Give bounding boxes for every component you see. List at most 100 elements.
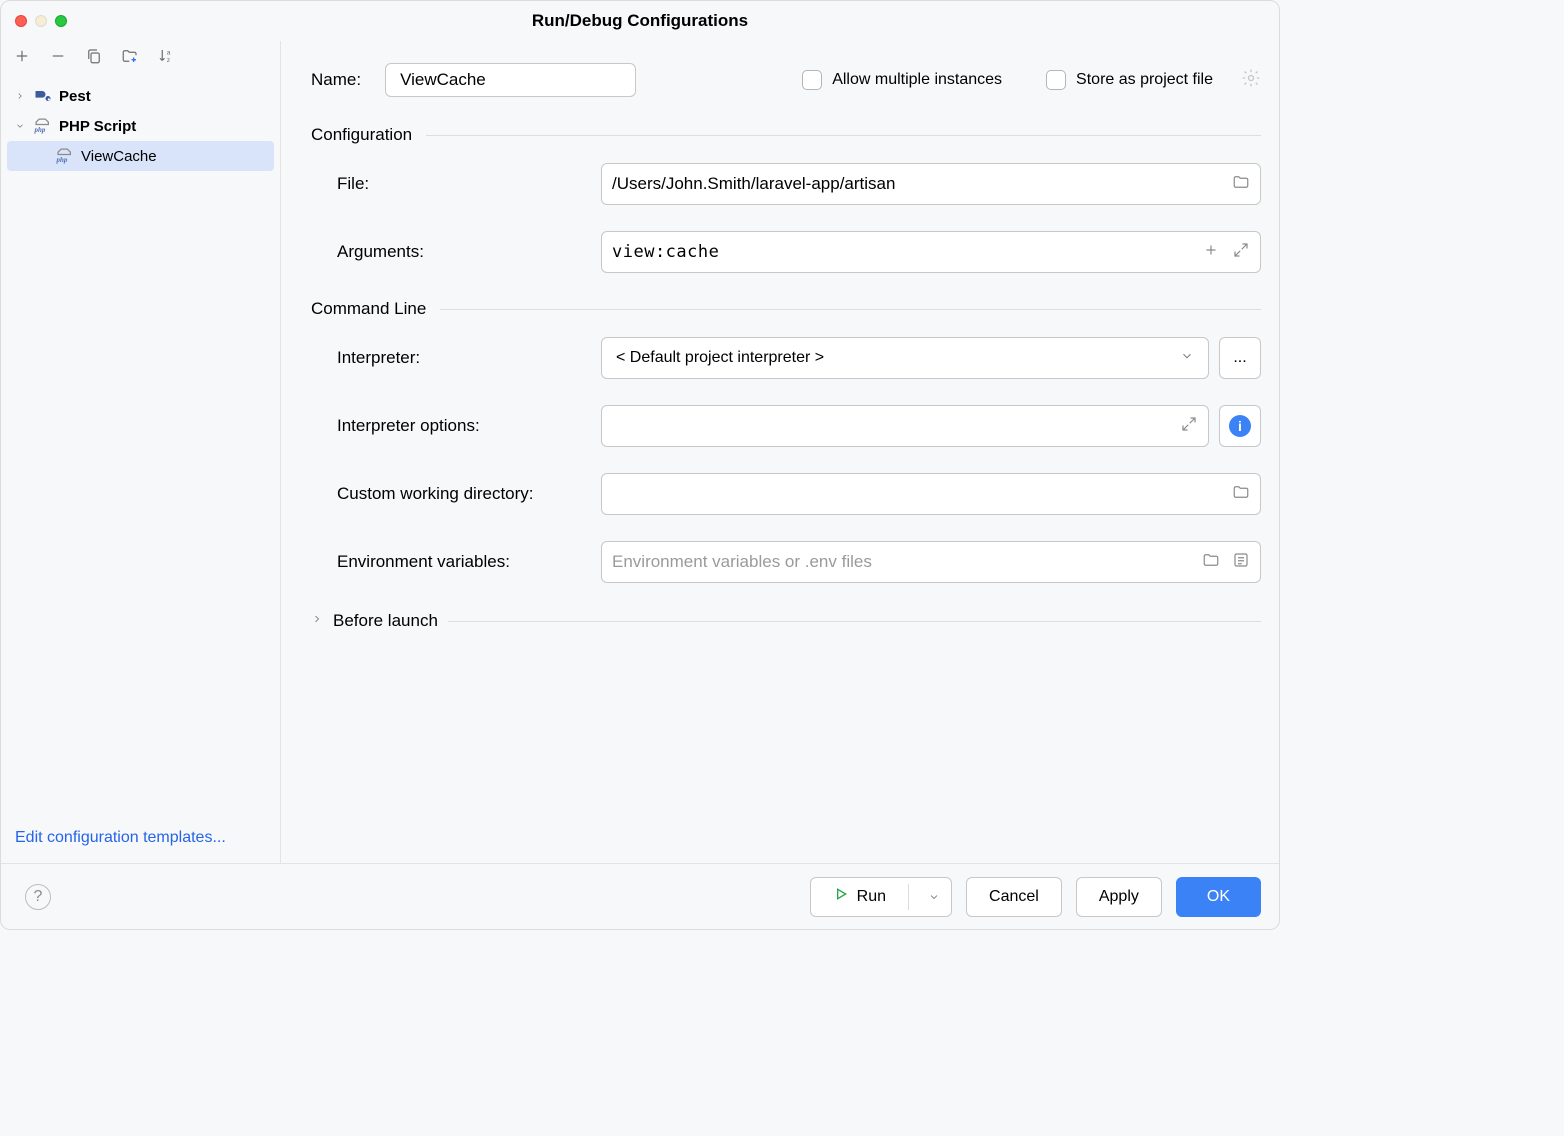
save-template-button[interactable] (119, 45, 141, 67)
ok-button-label: OK (1207, 888, 1230, 906)
divider (908, 884, 909, 910)
allow-multiple-checkbox[interactable]: Allow multiple instances (802, 70, 1002, 90)
before-launch-label: Before launch (333, 611, 438, 631)
name-row: Name: Allow multiple instances Store as … (311, 63, 1261, 97)
run-button-label: Run (857, 888, 886, 906)
cwd-label: Custom working directory: (311, 484, 601, 504)
file-label: File: (311, 174, 601, 194)
interpreter-options-field[interactable] (601, 405, 1209, 447)
configuration-grid: File: Arguments: (311, 163, 1261, 273)
dialog-body: az Pest php (1, 41, 1279, 863)
browse-folder-icon[interactable] (1232, 173, 1250, 196)
browse-folder-icon[interactable] (1202, 551, 1220, 574)
env-field[interactable] (601, 541, 1261, 583)
ellipsis-icon: ... (1233, 349, 1246, 367)
checkbox-icon (802, 70, 822, 90)
minus-icon (49, 47, 67, 65)
titlebar: Run/Debug Configurations (1, 1, 1279, 41)
footer-buttons: Run Cancel Apply OK (810, 877, 1261, 917)
svg-text:a: a (167, 50, 171, 57)
interpreter-select[interactable]: < Default project interpreter > (601, 337, 1209, 379)
name-input[interactable] (385, 63, 636, 97)
sidebar-footer: Edit configuration templates... (1, 819, 280, 863)
sort-button[interactable]: az (155, 45, 177, 67)
interpreter-label: Interpreter: (311, 348, 601, 368)
store-project-checkbox[interactable]: Store as project file (1046, 70, 1213, 90)
interpreter-options-input[interactable] (612, 416, 1180, 436)
checkbox-label: Store as project file (1076, 71, 1213, 89)
sort-icon: az (157, 47, 175, 65)
help-button[interactable]: ? (25, 884, 51, 910)
dialog-footer: ? Run Cancel Apply OK (1, 863, 1279, 929)
file-field[interactable] (601, 163, 1261, 205)
interpreter-browse-button[interactable]: ... (1219, 337, 1261, 379)
list-icon[interactable] (1232, 551, 1250, 574)
cwd-input[interactable] (612, 484, 1232, 504)
name-label: Name: (311, 70, 361, 90)
tree-label: Pest (59, 88, 91, 105)
divider (448, 621, 1261, 622)
expand-icon[interactable] (1180, 415, 1198, 438)
php-script-icon: php (55, 148, 75, 164)
play-icon (833, 886, 849, 907)
chevron-down-icon (1180, 349, 1194, 368)
interpreter-options-info-button[interactable]: i (1219, 405, 1261, 447)
section-title: Command Line (311, 299, 426, 319)
gear-icon[interactable] (1241, 68, 1261, 93)
config-tree: Pest php PHP Script php ViewCache (1, 77, 280, 819)
section-header-configuration: Configuration (311, 125, 1261, 145)
arguments-input[interactable] (612, 242, 1202, 262)
chevron-right-icon (311, 612, 323, 630)
select-value: < Default project interpreter > (616, 349, 824, 367)
svg-text:php: php (56, 157, 68, 164)
chevron-down-icon (13, 121, 27, 131)
remove-config-button[interactable] (47, 45, 69, 67)
tree-node-viewcache[interactable]: php ViewCache (7, 141, 274, 171)
tree-node-php-script[interactable]: php PHP Script (1, 111, 280, 141)
tree-label: ViewCache (81, 148, 157, 165)
checkbox-icon (1046, 70, 1066, 90)
file-input[interactable] (612, 174, 1232, 194)
cancel-button-label: Cancel (989, 888, 1039, 906)
interpreter-options-row: i (601, 405, 1261, 447)
arguments-label: Arguments: (311, 242, 601, 262)
add-config-button[interactable] (11, 45, 33, 67)
env-input[interactable] (612, 552, 1202, 572)
run-dropdown-button[interactable] (917, 891, 951, 903)
plus-icon[interactable] (1202, 241, 1220, 264)
plus-icon (13, 47, 31, 65)
folder-plus-icon (121, 47, 139, 65)
env-label: Environment variables: (311, 552, 601, 572)
sidebar-toolbar: az (1, 41, 280, 77)
cwd-field[interactable] (601, 473, 1261, 515)
section-title: Configuration (311, 125, 412, 145)
pest-icon (33, 88, 53, 104)
command-line-grid: Interpreter: < Default project interpret… (311, 337, 1261, 583)
tree-node-pest[interactable]: Pest (1, 81, 280, 111)
edit-templates-link[interactable]: Edit configuration templates... (15, 829, 226, 846)
php-script-icon: php (33, 118, 53, 134)
copy-config-button[interactable] (83, 45, 105, 67)
browse-folder-icon[interactable] (1232, 483, 1250, 506)
interpreter-options-label: Interpreter options: (311, 416, 601, 436)
section-header-command-line: Command Line (311, 299, 1261, 319)
main-panel: Name: Allow multiple instances Store as … (281, 41, 1279, 863)
interpreter-row: < Default project interpreter > ... (601, 337, 1261, 379)
ok-button[interactable]: OK (1176, 877, 1261, 917)
run-button[interactable]: Run (810, 877, 952, 917)
apply-button[interactable]: Apply (1076, 877, 1162, 917)
sidebar: az Pest php (1, 41, 281, 863)
before-launch-expander[interactable]: Before launch (311, 611, 1261, 631)
checkbox-label: Allow multiple instances (832, 71, 1002, 89)
svg-text:php: php (34, 127, 46, 134)
arguments-field[interactable] (601, 231, 1261, 273)
dialog-window: Run/Debug Configurations az (0, 0, 1280, 930)
chevron-right-icon (13, 91, 27, 101)
cancel-button[interactable]: Cancel (966, 877, 1062, 917)
expand-icon[interactable] (1232, 241, 1250, 264)
info-icon: i (1229, 415, 1251, 437)
tree-label: PHP Script (59, 118, 136, 135)
apply-button-label: Apply (1099, 888, 1139, 906)
window-title: Run/Debug Configurations (1, 11, 1279, 31)
copy-icon (85, 47, 103, 65)
